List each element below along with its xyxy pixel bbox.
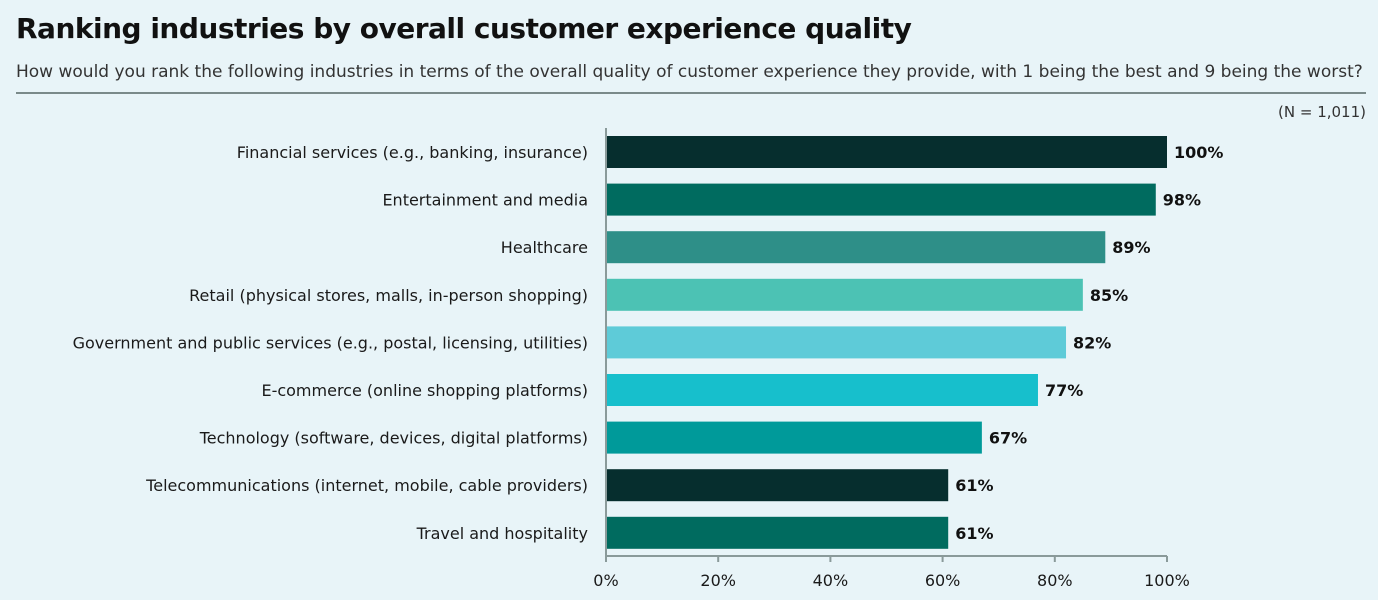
bar xyxy=(606,421,982,454)
category-label: Travel and hospitality xyxy=(416,524,588,543)
bar xyxy=(606,516,949,549)
category-label: Technology (software, devices, digital p… xyxy=(199,429,588,448)
category-label: Healthcare xyxy=(501,238,588,257)
category-label: Retail (physical stores, malls, in-perso… xyxy=(189,286,588,305)
value-label: 61% xyxy=(955,524,993,543)
value-label: 77% xyxy=(1045,381,1083,400)
value-label: 85% xyxy=(1090,286,1128,305)
x-tick-label: 0% xyxy=(593,571,618,590)
bar xyxy=(606,374,1038,406)
bar xyxy=(606,326,1067,359)
sample-size-note: (N = 1,011) xyxy=(1278,103,1366,121)
category-label: Telecommunications (internet, mobile, ca… xyxy=(145,476,588,495)
value-label: 98% xyxy=(1163,191,1201,210)
value-label: 82% xyxy=(1073,333,1111,352)
value-label: 89% xyxy=(1112,238,1150,257)
x-tick-label: 40% xyxy=(813,571,849,590)
value-label: 67% xyxy=(989,429,1027,448)
value-label: 61% xyxy=(955,476,993,495)
x-tick-label: 100% xyxy=(1144,571,1190,590)
title-divider xyxy=(16,92,1366,94)
x-tick-label: 60% xyxy=(925,571,961,590)
bar xyxy=(606,231,1106,264)
category-label: Financial services (e.g., banking, insur… xyxy=(237,143,588,162)
category-label: Entertainment and media xyxy=(382,191,588,210)
category-label: Government and public services (e.g., po… xyxy=(73,333,588,352)
value-label: 100% xyxy=(1174,143,1223,162)
chart-title: Ranking industries by overall customer e… xyxy=(16,12,912,45)
bar xyxy=(606,278,1083,311)
x-tick-label: 20% xyxy=(700,571,736,590)
bar xyxy=(606,136,1167,168)
x-tick-label: 80% xyxy=(1037,571,1073,590)
category-label: E-commerce (online shopping platforms) xyxy=(261,381,588,400)
chart-subtitle: How would you rank the following industr… xyxy=(16,62,1363,82)
bar xyxy=(606,469,949,502)
bar xyxy=(606,183,1156,216)
